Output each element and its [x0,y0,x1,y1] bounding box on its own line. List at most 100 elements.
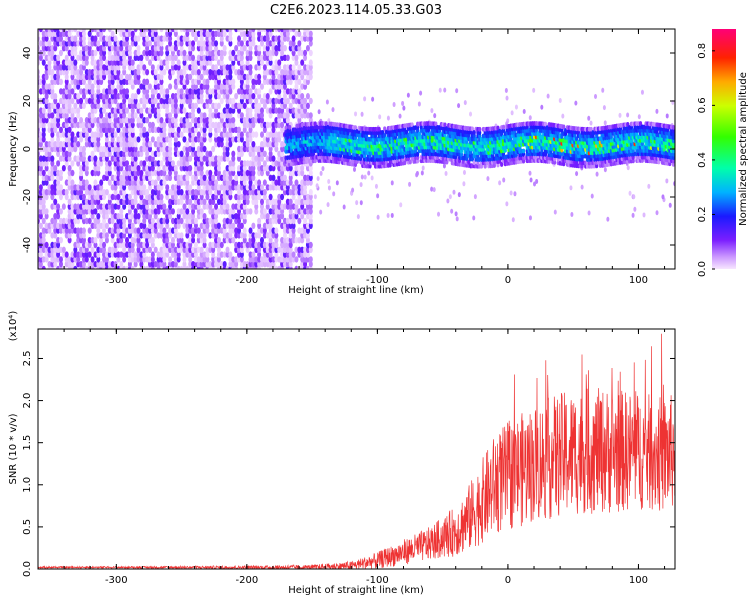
spectrogram-cell [44,112,49,119]
spectrogram-cell [84,136,89,143]
spectrogram-cell [419,124,423,130]
spectrogram-cell [237,40,242,47]
spectrogram-cell [61,59,66,66]
spectrogram-cell [239,59,244,66]
spectrogram-cell [110,131,115,138]
spectrogram-cell [231,117,236,124]
spectrogram-cell [125,40,130,47]
spectrogram-cell [191,64,196,71]
spectrogram-cell [67,217,72,225]
spectrogram-cell [228,179,233,186]
spectrogram-cell [142,30,147,37]
spectrogram-cell [150,107,155,114]
spectrogram-cell [64,93,69,100]
spectrogram-cell [176,69,181,76]
spectrogram-cell [509,190,513,196]
spectrogram-cell [179,97,184,105]
spectrogram-cell [193,102,198,110]
spectrogram-cell [130,150,135,157]
spectrogram-cell [99,93,104,100]
spectrogram-cell [282,83,287,90]
spectrogram-cell [205,179,210,186]
spectrogram-cell [512,129,517,135]
spectrogram-cell [67,237,72,244]
spectrogram-cell [170,102,175,110]
spectrogram-cell [208,49,213,57]
spectrogram-cell [125,193,130,201]
spectrogram-cell [268,174,273,181]
spectrogram-cell [214,93,219,100]
spectrogram-cell [159,131,164,138]
spectrogram-cell [170,126,175,133]
spectrogram-cell [87,121,92,129]
spectrogram-cell [282,97,287,105]
spectrogram-cell [127,241,132,249]
spectrogram-cell [81,145,86,153]
spectrogram-cell [38,160,43,167]
spectrogram-cell [179,121,184,129]
spectrogram-cell [245,40,250,47]
spectrogram-cell [193,179,198,186]
spectrogram-cell [81,73,86,81]
spectrogram-cell [53,145,58,153]
spectrogram-cell [280,251,285,258]
spectrogram-cell [162,131,167,138]
spectrogram-cell [234,102,239,110]
spectrogram-cell [222,78,227,86]
spectrogram-cell [64,189,69,196]
spectrogram-cell [44,40,49,47]
spectrogram-cell [242,73,247,81]
spectrogram-cell [216,208,221,215]
spectrogram-cell [41,193,46,201]
spectrogram-cell [84,49,89,57]
spectrogram-cell [225,136,230,143]
spectrogram-cell [56,102,61,110]
spectrogram-cell [113,251,118,258]
spectrogram-cell [81,232,86,239]
spectrogram-cell [147,246,152,253]
spectrogram-cell [211,40,216,47]
spectrogram-cell [44,83,49,90]
spectrogram-cell [602,105,606,111]
spectrogram-cell [136,45,141,52]
spectrogram-cell [303,189,308,196]
spectrogram-cell [102,217,107,225]
spectrogram-cell [288,128,292,134]
spectrogram-cell [421,165,425,171]
spectrogram-cell [133,160,138,167]
spectrogram-cell [162,141,167,148]
spectrogram-cell [219,136,224,143]
spectrogram-cell [208,126,213,133]
spectrogram-cell [50,145,55,153]
spectrogram-cell [371,96,375,102]
spectrogram-cell [93,222,98,229]
spectrogram-cell [193,203,198,210]
spectrogram-cell [136,117,141,124]
spectrogram-cell [262,160,267,167]
spectrogram-cell [96,145,101,153]
spectrogram-cell [245,193,250,201]
spectrogram-cell [102,174,107,181]
spectrogram-cell [90,54,95,61]
spectrogram-cell [176,217,181,225]
spectrogram-cell [199,150,204,157]
spectrogram-cell [237,102,242,110]
spectrogram-cell [211,251,216,258]
spectrogram-cell [93,237,98,244]
spectrogram-cell [104,117,109,124]
spectrogram-cell [193,198,198,205]
spectrogram-cell [50,45,55,52]
spectrogram-cell [237,169,242,177]
spectrogram-cell [113,193,118,201]
spectrogram-cell [147,222,152,229]
spectrogram-cell [110,54,115,61]
spectrogram-cell [76,208,81,215]
spectrogram-cell [242,241,247,249]
spectrogram-cell [370,175,374,181]
spectrogram-cell [262,126,267,133]
spectrogram-cell [216,136,221,143]
spectrogram-cell [313,194,317,200]
spectrogram-cell [300,107,305,114]
spectrogram-cell [254,261,259,268]
spectrogram-cell [291,227,296,234]
